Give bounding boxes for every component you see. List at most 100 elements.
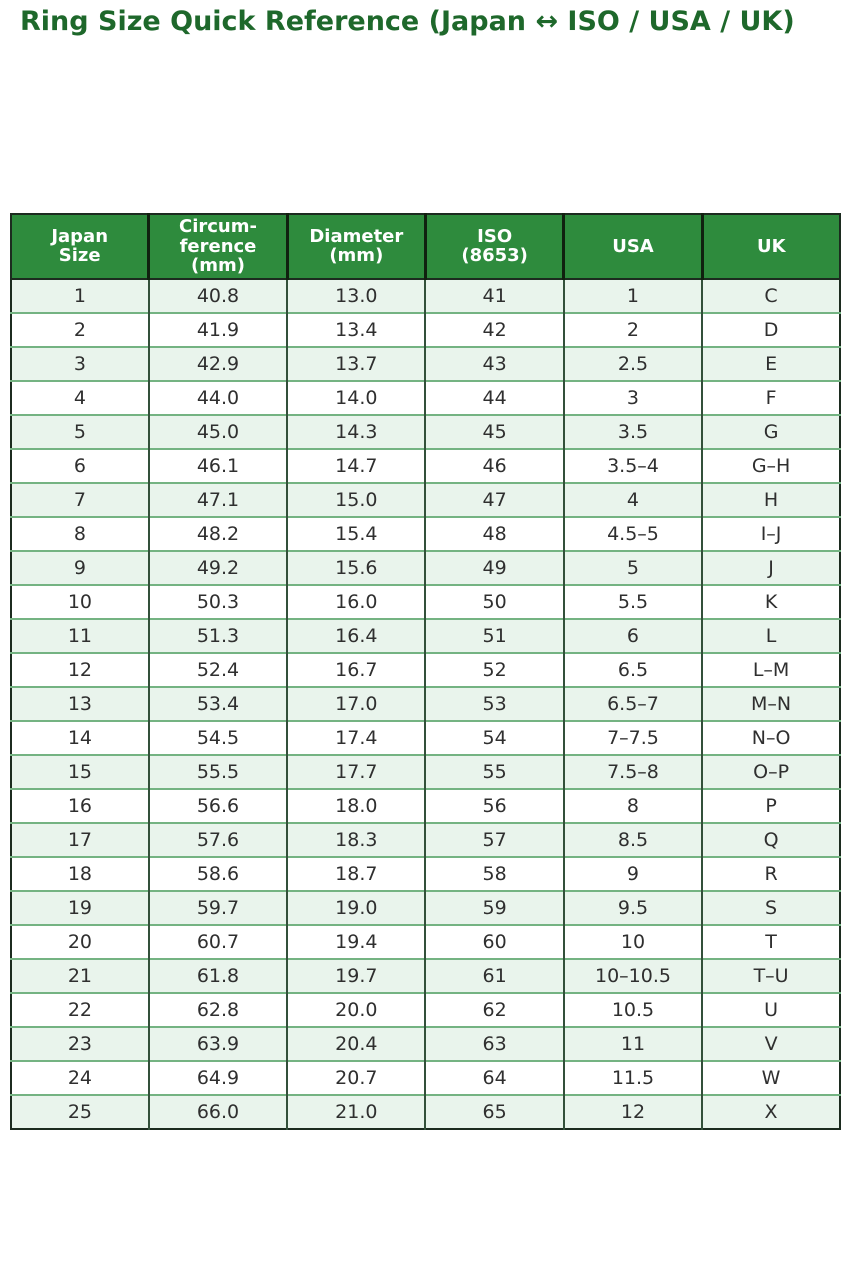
table-cell: 59 bbox=[424, 889, 564, 925]
table-cell: P bbox=[701, 787, 840, 823]
table-cell: 63 bbox=[424, 1025, 564, 1061]
table-cell: 19.0 bbox=[286, 889, 426, 925]
table-cell: 55.5 bbox=[147, 753, 288, 789]
table-cell: 20.0 bbox=[286, 991, 426, 1027]
table-cell: N–O bbox=[701, 719, 840, 755]
table-row: 19 59.7 19.0 59 9.5 S bbox=[11, 889, 840, 925]
table-header: Japan Size Circum- ference (mm) Diameter… bbox=[11, 214, 840, 280]
table-row: 13 53.4 17.0 53 6.5–7 M–N bbox=[11, 685, 840, 721]
table-cell: 64.9 bbox=[147, 1059, 288, 1095]
table-cell: 40.8 bbox=[147, 277, 288, 313]
table-cell: 16.7 bbox=[286, 651, 426, 687]
table-cell: 63.9 bbox=[147, 1025, 288, 1061]
table-cell: 45.0 bbox=[147, 413, 288, 449]
table-cell: 9.5 bbox=[562, 889, 703, 925]
table-cell: 61.8 bbox=[147, 957, 288, 993]
table-cell: 16.4 bbox=[286, 617, 426, 653]
table-cell: 10–10.5 bbox=[562, 957, 703, 993]
table-cell: F bbox=[701, 379, 840, 415]
table-cell: 4 bbox=[11, 379, 149, 415]
table-cell: 13.4 bbox=[286, 311, 426, 347]
table-cell: L bbox=[701, 617, 840, 653]
table-cell: K bbox=[701, 583, 840, 619]
table-cell: 5 bbox=[11, 413, 149, 449]
table-cell: 48.2 bbox=[147, 515, 288, 551]
table-cell: 14.3 bbox=[286, 413, 426, 449]
table-cell: 58.6 bbox=[147, 855, 288, 891]
column-header-circumference: Circum- ference (mm) bbox=[147, 214, 288, 280]
table-row: 21 61.8 19.7 61 10–10.5 T–U bbox=[11, 957, 840, 993]
table-cell: 56 bbox=[424, 787, 564, 823]
table-cell: 11 bbox=[562, 1025, 703, 1061]
table-cell: 15.6 bbox=[286, 549, 426, 585]
table-cell: 59.7 bbox=[147, 889, 288, 925]
column-header-japan-size: Japan Size bbox=[11, 214, 149, 280]
table-cell: 60.7 bbox=[147, 923, 288, 959]
table-cell: 41.9 bbox=[147, 311, 288, 347]
table-row: 12 52.4 16.7 52 6.5 L–M bbox=[11, 651, 840, 687]
table-cell: 15.0 bbox=[286, 481, 426, 517]
table-cell: 51 bbox=[424, 617, 564, 653]
table-cell: 62 bbox=[424, 991, 564, 1027]
table-cell: 7 bbox=[11, 481, 149, 517]
table-cell: 49 bbox=[424, 549, 564, 585]
table-cell: 47 bbox=[424, 481, 564, 517]
table-cell: 17.7 bbox=[286, 753, 426, 789]
table-cell: J bbox=[701, 549, 840, 585]
table-cell: O–P bbox=[701, 753, 840, 789]
table-cell: 7–7.5 bbox=[562, 719, 703, 755]
table-cell: I–J bbox=[701, 515, 840, 551]
table-cell: H bbox=[701, 481, 840, 517]
table-row: 8 48.2 15.4 48 4.5–5 I–J bbox=[11, 515, 840, 551]
table-cell: C bbox=[701, 277, 840, 313]
column-header-iso: ISO (8653) bbox=[423, 214, 564, 280]
table-cell: 23 bbox=[11, 1025, 149, 1061]
table-cell: 18.7 bbox=[286, 855, 426, 891]
table-cell: 12 bbox=[11, 651, 149, 687]
table-row: 1 40.8 13.0 41 1 C bbox=[11, 277, 840, 313]
table-row: 4 44.0 14.0 44 3 F bbox=[11, 379, 840, 415]
table-cell: 19.7 bbox=[286, 957, 426, 993]
table-cell: 21 bbox=[11, 957, 149, 993]
table-row: 6 46.1 14.7 46 3.5–4 G–H bbox=[11, 447, 840, 483]
table-row: 2 41.9 13.4 42 2 D bbox=[11, 311, 840, 347]
table-cell: 3.5 bbox=[562, 413, 703, 449]
table-cell: 44.0 bbox=[147, 379, 288, 415]
table-cell: V bbox=[701, 1025, 840, 1061]
table-cell: 6.5 bbox=[562, 651, 703, 687]
table-cell: 52 bbox=[424, 651, 564, 687]
table-cell: L–M bbox=[701, 651, 840, 687]
table-cell: 50 bbox=[424, 583, 564, 619]
table-row: 22 62.8 20.0 62 10.5 U bbox=[11, 991, 840, 1027]
table-row: 14 54.5 17.4 54 7–7.5 N–O bbox=[11, 719, 840, 755]
table-cell: X bbox=[701, 1093, 840, 1129]
table-cell: 66.0 bbox=[147, 1093, 288, 1129]
table-cell: 8.5 bbox=[562, 821, 703, 857]
table-cell: 16.0 bbox=[286, 583, 426, 619]
table-cell: 42.9 bbox=[147, 345, 288, 381]
column-header-diameter: Diameter (mm) bbox=[285, 214, 426, 280]
table-cell: D bbox=[701, 311, 840, 347]
table-cell: 6 bbox=[562, 617, 703, 653]
table-row: 18 58.6 18.7 58 9 R bbox=[11, 855, 840, 891]
table-cell: 14 bbox=[11, 719, 149, 755]
table-cell: 62.8 bbox=[147, 991, 288, 1027]
table-cell: E bbox=[701, 345, 840, 381]
table-cell: 57 bbox=[424, 821, 564, 857]
table-cell: 11.5 bbox=[562, 1059, 703, 1095]
table-cell: 45 bbox=[424, 413, 564, 449]
table-row: 9 49.2 15.6 49 5 J bbox=[11, 549, 840, 585]
table-row: 5 45.0 14.3 45 3.5 G bbox=[11, 413, 840, 449]
table-cell: 17.4 bbox=[286, 719, 426, 755]
table-cell: 4.5–5 bbox=[562, 515, 703, 551]
table-cell: 16 bbox=[11, 787, 149, 823]
table-cell: 20.4 bbox=[286, 1025, 426, 1061]
table-cell: U bbox=[701, 991, 840, 1027]
table-cell: T–U bbox=[701, 957, 840, 993]
header-row: Japan Size Circum- ference (mm) Diameter… bbox=[11, 214, 840, 280]
table-cell: 54 bbox=[424, 719, 564, 755]
table-cell: 41 bbox=[424, 277, 564, 313]
ring-size-table: Japan Size Circum- ference (mm) Diameter… bbox=[10, 213, 841, 1130]
table-cell: 3 bbox=[11, 345, 149, 381]
table-row: 23 63.9 20.4 63 11 V bbox=[11, 1025, 840, 1061]
